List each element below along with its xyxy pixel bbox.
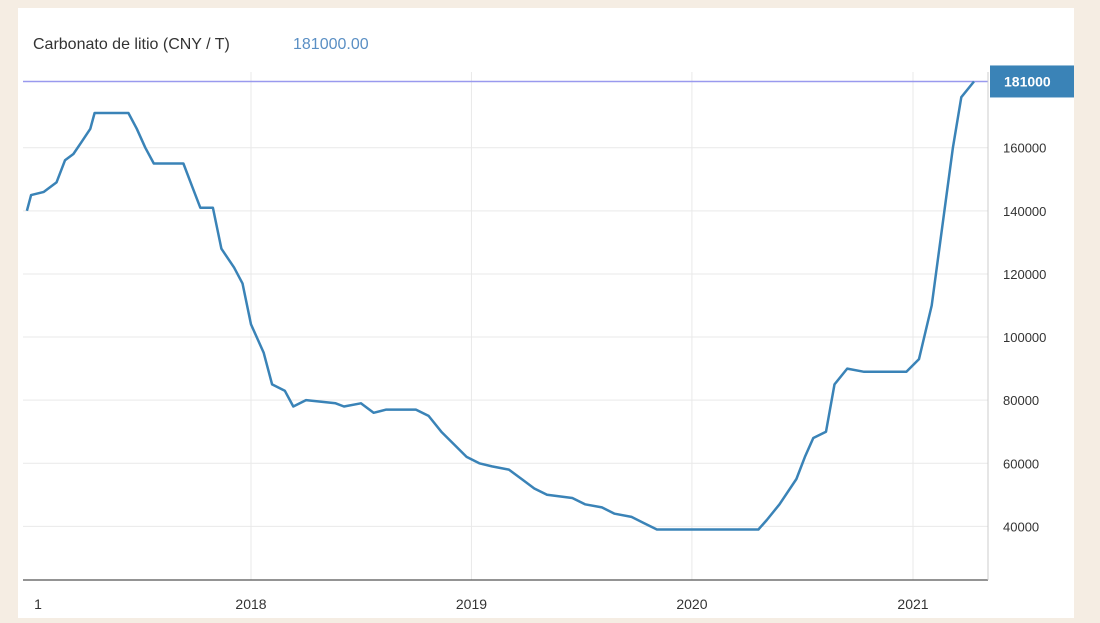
y-tick-label: 40000 — [1003, 519, 1039, 534]
last-value-label: 181000 — [1004, 73, 1051, 89]
y-tick-label: 80000 — [1003, 393, 1039, 408]
x-tick-label: 2018 — [235, 596, 266, 612]
chart-svg: 400006000080000100000120000140000160000 … — [23, 36, 1074, 612]
y-tick-label: 100000 — [1003, 330, 1046, 345]
x-tick-label: 2019 — [456, 596, 487, 612]
x-axis — [23, 72, 989, 581]
x-axis-ticks: 1 2018 2019 2020 2021 — [34, 596, 929, 612]
x-tick-label: 1 — [34, 596, 42, 612]
y-tick-label: 140000 — [1003, 204, 1046, 219]
chart-title: Carbonato de litio (CNY / T) — [33, 36, 230, 53]
y-tick-label: 120000 — [1003, 267, 1046, 282]
grid — [23, 72, 988, 580]
x-tick-label: 2020 — [676, 596, 707, 612]
y-tick-label: 160000 — [1003, 141, 1046, 156]
current-value: 181000.00 — [293, 36, 369, 53]
y-axis-ticks: 40000 60000 80000 100000 120000 140000 160000 — [1003, 141, 1046, 535]
last-value-badge — [990, 65, 1074, 98]
y-tick-label: 60000 — [1003, 456, 1039, 471]
chart-panel: 40000 60000 80000 100000 120000 140000 160000 … — [18, 8, 1074, 618]
x-tick-label: 2021 — [897, 596, 928, 612]
series-line[interactable] — [25, 80, 975, 531]
